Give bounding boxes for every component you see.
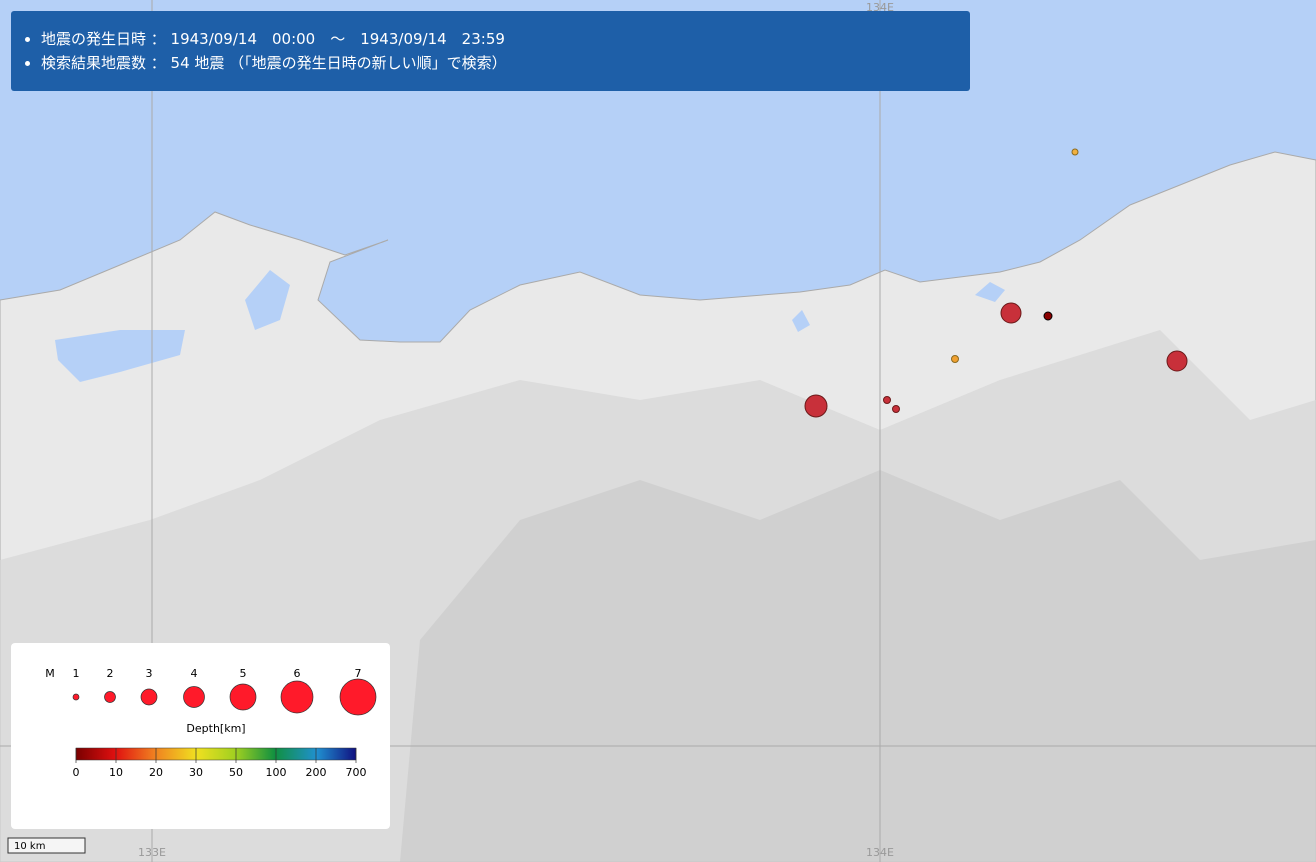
quake[interactable]: [951, 355, 959, 363]
legend-label: M: [45, 667, 55, 680]
depth-colorbar: [75, 747, 357, 761]
magnitude-label: 1: [73, 667, 80, 680]
magnitude-symbol: [104, 691, 116, 703]
magnitude-symbol: [183, 686, 205, 708]
magnitude-label: 6: [294, 667, 301, 680]
magnitude-label: 4: [191, 667, 198, 680]
scale-bar: [7, 837, 86, 854]
lake: [245, 270, 290, 330]
magnitude-symbol: [140, 688, 158, 706]
terrain: [400, 470, 1316, 862]
depth-label: 100: [266, 766, 287, 779]
quake[interactable]: [1071, 148, 1079, 156]
lake: [975, 282, 1005, 302]
magnitude-symbol: [229, 683, 257, 711]
quake[interactable]: [1000, 302, 1022, 324]
info-list: 地震の発生日時 ： 1943/09/14 00:00 ～ 1943/09/14 …: [11, 27, 970, 75]
magnitude-legend: 1 2 3 4 5 6 7: [72, 667, 377, 716]
earthquakes: [804, 148, 1188, 418]
quake[interactable]: [1166, 350, 1188, 372]
depth-legend: 0 10 20 30 50 100 200 700: [73, 748, 367, 779]
magnitude-label: 3: [146, 667, 153, 680]
legend-title: Depth[km]: [186, 722, 245, 735]
lake: [792, 310, 810, 332]
scale-label: 10 km: [14, 841, 45, 852]
depth-label: 10: [109, 766, 123, 779]
info-line: 検索結果地震数 ： 54 地震 （「地震の発生日時の新しい順」で検索）: [41, 51, 970, 75]
magnitude-label: 7: [355, 667, 362, 680]
depth-label: 50: [229, 766, 243, 779]
depth-label: 30: [189, 766, 203, 779]
depth-label: 700: [346, 766, 367, 779]
depth-label: 200: [306, 766, 327, 779]
quake[interactable]: [804, 394, 828, 418]
depth-label: 20: [149, 766, 163, 779]
quake[interactable]: [892, 405, 900, 413]
magnitude-label: 5: [240, 667, 247, 680]
grid-label: 133E: [138, 846, 166, 859]
grid-label: 134E: [866, 1, 894, 14]
info-line: 地震の発生日時 ： 1943/09/14 00:00 ～ 1943/09/14 …: [41, 27, 970, 51]
search-info: 地震の発生日時 ： 1943/09/14 00:00 ～ 1943/09/14 …: [11, 11, 970, 91]
quake[interactable]: [883, 396, 891, 404]
magnitude-symbol: [280, 680, 314, 714]
magnitude-symbol: [339, 678, 377, 716]
grid-label: 134E: [866, 846, 894, 859]
quake[interactable]: [1043, 311, 1053, 321]
legend-box: [11, 643, 390, 829]
depth-label: 0: [73, 766, 80, 779]
magnitude-symbol: [72, 693, 80, 701]
magnitude-label: 2: [107, 667, 114, 680]
